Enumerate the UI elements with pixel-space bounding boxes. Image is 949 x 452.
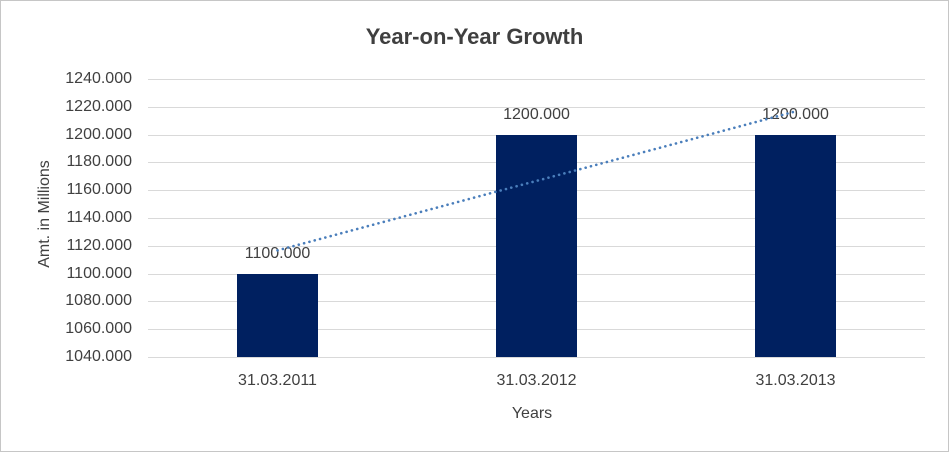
gridline [148,357,925,358]
bar-data-label: 1200.000 [762,105,829,123]
y-tick-label: 1180.000 [66,153,132,171]
y-tick-label: 1200.000 [65,125,132,143]
gridline [148,79,925,80]
y-tick-label: 1160.000 [66,181,132,199]
chart-title: Year-on-Year Growth [365,24,584,49]
y-tick-label: 1100.000 [66,264,132,282]
gridline [148,106,925,108]
y-tick-label: 1080.000 [65,292,132,310]
x-category-label: 31.03.2013 [755,372,836,389]
x-category-label: 31.03.2012 [496,372,577,389]
x-category-label: 31.03.2011 [238,372,317,389]
y-tick-label: 1120.000 [66,236,132,254]
y-tick-label: 1240.000 [65,70,132,87]
bar-data-label: 1200.000 [503,105,570,123]
y-tick-label: 1140.000 [66,209,132,226]
y-tick-label: 1060.000 [65,320,132,338]
bar [237,273,318,357]
y-tick-label: 1220.000 [65,97,132,115]
bar-data-label: 1100.000 [244,244,311,262]
bar [496,134,577,357]
y-tick-label: 1040.000 [65,348,132,365]
bar [755,134,836,357]
x-axis-title: Years [511,405,553,422]
